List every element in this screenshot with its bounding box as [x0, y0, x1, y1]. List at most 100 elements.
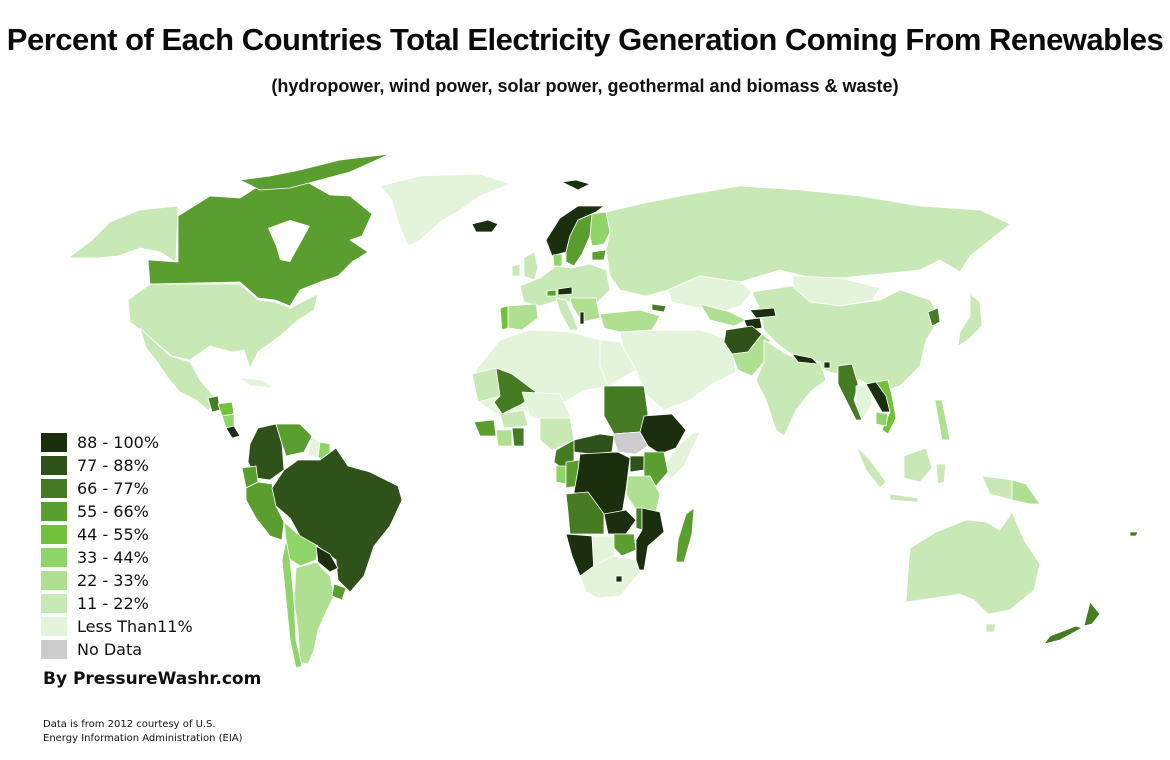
legend-item: 88 - 100%: [41, 431, 193, 454]
legend-item: No Data: [41, 638, 193, 661]
region-japan: [957, 293, 983, 347]
region-lesotho: [615, 575, 623, 583]
hudson-bay: [268, 220, 310, 262]
region-costa-rica: [225, 425, 241, 439]
legend-swatch: [41, 594, 67, 613]
legend-label: 22 - 33%: [77, 571, 149, 590]
region-ethiopia: [639, 413, 687, 455]
region-portugal: [499, 305, 509, 331]
region-nepal: [791, 353, 819, 365]
world-map: [67, 153, 1139, 669]
legend-item: 11 - 22%: [41, 592, 193, 615]
legend-swatch: [41, 479, 67, 498]
region-georgia: [651, 303, 667, 313]
region-guinea: [473, 419, 497, 437]
region-balkans: [569, 297, 601, 323]
region-nigeria: [539, 417, 575, 451]
region-latvia: [591, 249, 607, 261]
map-title: Percent of Each Countries Total Electric…: [6, 22, 1164, 57]
region-brazil: [271, 447, 403, 593]
legend-item: Less Than11%: [41, 615, 193, 638]
region-cambodia: [875, 411, 889, 427]
region-greenland: [379, 173, 511, 247]
legend-label: 33 - 44%: [77, 548, 149, 567]
legend-swatch: [41, 571, 67, 590]
region-south-africa: [579, 555, 641, 599]
legend-swatch: [41, 640, 67, 659]
legend-item: 33 - 44%: [41, 546, 193, 569]
region-venezuela: [275, 423, 313, 457]
region-gabon: [555, 465, 567, 485]
region-peru: [245, 481, 285, 541]
legend-label: 66 - 77%: [77, 479, 149, 498]
map-subtitle: (hydropower, wind power, solar power, ge…: [271, 76, 899, 96]
region-switzerland: [546, 289, 557, 297]
region-chile: [281, 539, 303, 669]
region-austria: [557, 286, 573, 296]
legend-label: 77 - 88%: [77, 456, 149, 475]
region-madagascar: [675, 507, 695, 563]
region-new-zealand-north: [1083, 601, 1101, 627]
region-burkina: [499, 409, 529, 429]
region-vietnam: [875, 379, 897, 435]
region-cuba: [239, 377, 275, 389]
legend-label: Less Than11%: [77, 617, 193, 636]
region-uk: [523, 251, 539, 281]
region-uruguay: [331, 583, 347, 601]
region-paraguay: [315, 545, 339, 573]
region-mali: [493, 367, 537, 415]
region-fiji: [1129, 531, 1139, 537]
region-sulawesi: [935, 463, 947, 485]
source-line-1: Data is from 2012 courtesy of U.S.: [43, 719, 216, 730]
region-canada-arctic: [239, 153, 391, 191]
region-uganda: [629, 455, 645, 473]
region-borneo: [903, 447, 933, 483]
region-central-african-republic: [573, 433, 615, 455]
region-australia: [905, 511, 1041, 615]
region-honduras: [217, 401, 235, 417]
region-south-sudan: [611, 431, 649, 455]
region-turkey: [599, 309, 661, 333]
region-zambia: [603, 509, 637, 535]
region-new-zealand-south: [1043, 625, 1083, 645]
legend-label: 55 - 66%: [77, 502, 149, 521]
credit-text: By PressureWashr.com: [43, 669, 262, 689]
region-mexico: [139, 327, 221, 411]
region-albania: [579, 311, 585, 325]
region-ireland: [511, 263, 521, 277]
region-zimbabwe: [611, 533, 637, 557]
region-papua-new-guinea: [1011, 479, 1041, 505]
legend-label: 44 - 55%: [77, 525, 149, 544]
region-denmark: [552, 253, 563, 267]
region-nicaragua: [221, 413, 235, 429]
legend-item: 66 - 77%: [41, 477, 193, 500]
region-kyrgyzstan: [749, 307, 777, 319]
region-alaska: [67, 205, 179, 263]
region-ivory-coast: [495, 429, 513, 447]
region-west-papua: [981, 475, 1013, 501]
region-china: [751, 285, 941, 393]
region-tasmania: [985, 623, 997, 633]
region-italy: [555, 297, 579, 331]
source-line-2: Energy Information Administration (EIA): [43, 733, 243, 744]
region-java: [889, 493, 919, 503]
legend-swatch: [41, 525, 67, 544]
region-malawi: [635, 507, 643, 531]
legend-label: No Data: [77, 640, 143, 659]
region-bhutan: [823, 361, 831, 369]
legend-item: 44 - 55%: [41, 523, 193, 546]
legend-label: 88 - 100%: [77, 433, 160, 452]
region-kazakhstan: [667, 275, 753, 313]
legend-swatch: [41, 433, 67, 452]
region-north-korea: [927, 307, 941, 327]
region-egypt: [599, 339, 637, 387]
legend-item: 77 - 88%: [41, 454, 193, 477]
legend-swatch: [41, 456, 67, 475]
legend-swatch: [41, 548, 67, 567]
map-legend: 88 - 100% 77 - 88% 66 - 77% 55 - 66% 44 …: [41, 431, 193, 661]
region-mozambique: [635, 507, 665, 571]
legend-label: 11 - 22%: [77, 594, 149, 613]
region-svalbard: [561, 179, 591, 191]
region-russia: [605, 185, 1011, 297]
legend-swatch: [41, 502, 67, 521]
